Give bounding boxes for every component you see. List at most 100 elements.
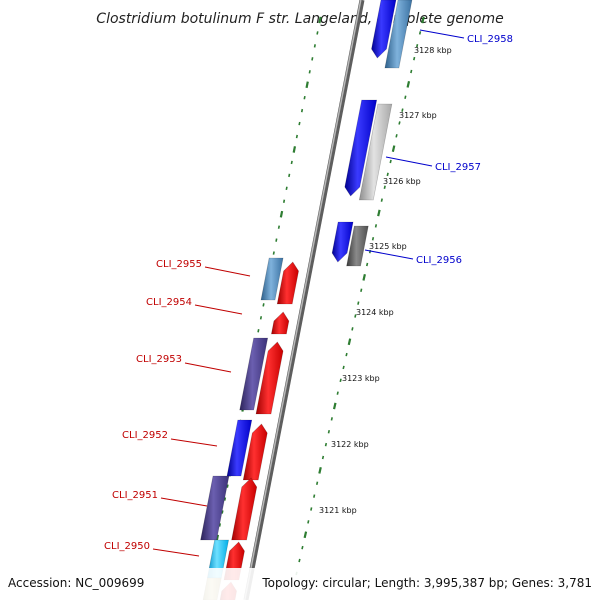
tick-mark	[386, 172, 389, 177]
leader-line	[385, 156, 433, 167]
cog-cli-2952	[226, 419, 253, 477]
tick-mark	[362, 273, 366, 281]
tick-mark	[303, 531, 308, 539]
tick-mark	[395, 134, 398, 138]
cog-cli-2957	[358, 103, 393, 201]
tick-mark	[342, 365, 345, 370]
gene-label-cli-2956[interactable]: CLI_2956	[416, 255, 462, 266]
leader-line	[160, 497, 208, 507]
tick-mark	[418, 31, 422, 35]
gene-cli-2958	[371, 0, 397, 59]
genome-backbone	[243, 0, 365, 600]
gene-cli-2952	[242, 423, 268, 481]
leader-line	[170, 438, 218, 447]
tick-mark	[391, 145, 396, 153]
tick-mark	[292, 146, 297, 153]
gene-label-cli-2954[interactable]: CLI_2954	[146, 297, 192, 308]
tick-mark	[290, 160, 293, 165]
cog-cli-2955	[260, 257, 284, 301]
position-labels: 3128 kbp 3127 kbp 3126 kbp 3125 kbp 3124 kbp…	[319, 46, 452, 515]
tick-mark	[221, 510, 224, 514]
tick-mark	[313, 44, 316, 48]
cog-cli-2953	[239, 337, 269, 411]
tick-mark	[351, 327, 354, 331]
gene-cli-2954	[271, 311, 290, 335]
gene-label-cli-2957[interactable]: CLI_2957	[435, 162, 481, 173]
tick-mark	[357, 301, 360, 305]
leader-line	[364, 249, 414, 260]
tick-mark	[321, 455, 325, 460]
gene-label-cli-2955[interactable]: CLI_2955	[156, 259, 202, 270]
tick-mark	[389, 159, 392, 164]
tick-mark	[301, 545, 304, 550]
tick-mark	[318, 467, 322, 474]
tick-mark	[374, 224, 378, 228]
leader-line	[194, 304, 243, 315]
tick-mark	[218, 523, 221, 527]
tick-mark	[308, 70, 311, 74]
gene-label-cli-2952[interactable]: CLI_2952	[122, 430, 168, 441]
tick-mark	[272, 251, 275, 255]
gene-labels: CLI_2958 CLI_2957 CLI_2956 CLI_2955 CLI_2954…	[104, 29, 513, 557]
tick-mark	[318, 16, 322, 24]
tick-mark	[315, 481, 319, 485]
map-title: Clostridium botulinum F str. Langeland, …	[96, 11, 503, 27]
tick-mark	[377, 209, 381, 217]
gene-cli-2957	[344, 99, 378, 197]
tick-mark	[298, 121, 301, 126]
tick-mark	[313, 494, 316, 498]
tick-mark	[311, 57, 314, 61]
tick-mark	[307, 520, 310, 524]
tick-mark	[327, 430, 331, 434]
tick-mark	[339, 378, 342, 383]
cog-cli-2956	[346, 225, 369, 267]
tick-mark	[310, 507, 313, 511]
position-label: 3125 kbp	[369, 242, 407, 251]
tick-mark	[275, 238, 278, 242]
tick-mark	[332, 402, 337, 410]
tick-mark	[259, 316, 263, 320]
gene-cli-2955	[276, 261, 299, 305]
tick-mark	[288, 173, 291, 178]
tick-mark	[383, 185, 386, 190]
leader-line	[419, 29, 465, 39]
tick-mark	[365, 262, 369, 267]
tick-mark	[324, 442, 328, 447]
gene-label-cli-2950[interactable]: CLI_2950	[104, 541, 150, 552]
tick-mark	[401, 108, 404, 112]
gene-label-cli-2951[interactable]: CLI_2951	[112, 490, 158, 501]
leader-line	[204, 266, 251, 277]
gene-cli-2956	[331, 221, 354, 263]
gene-label-cli-2958[interactable]: CLI_2958	[467, 34, 513, 45]
position-label: 3122 kbp	[331, 440, 369, 449]
gene-label-cli-2953[interactable]: CLI_2953	[136, 354, 182, 365]
tick-mark	[360, 288, 363, 292]
outer-tick-track	[295, 16, 425, 576]
tick-mark	[279, 210, 284, 218]
position-label: 3123 kbp	[342, 374, 380, 383]
gene-cli-2951	[231, 477, 258, 541]
tick-mark	[371, 237, 375, 241]
tick-mark	[330, 417, 333, 421]
tick-mark	[413, 56, 416, 61]
tick-mark	[336, 391, 339, 395]
tick-mark	[298, 558, 301, 563]
tick-mark	[421, 16, 425, 24]
tick-mark	[303, 95, 306, 100]
tick-mark	[285, 186, 288, 191]
tick-mark	[257, 329, 260, 333]
tick-mark	[305, 81, 309, 89]
tick-mark	[262, 303, 265, 307]
tick-mark	[380, 198, 383, 202]
position-label: 3121 kbp	[319, 506, 357, 515]
tick-mark	[282, 199, 286, 203]
position-label: 3128 kbp	[414, 46, 452, 55]
genome-info-text: Topology: circular; Length: 3,995,387 bp…	[261, 576, 592, 590]
footer-backdrop	[0, 568, 600, 600]
tick-mark	[347, 338, 352, 346]
tick-mark	[410, 69, 413, 74]
position-label: 3124 kbp	[356, 308, 394, 317]
tick-mark	[398, 121, 401, 125]
tick-mark	[223, 497, 227, 501]
